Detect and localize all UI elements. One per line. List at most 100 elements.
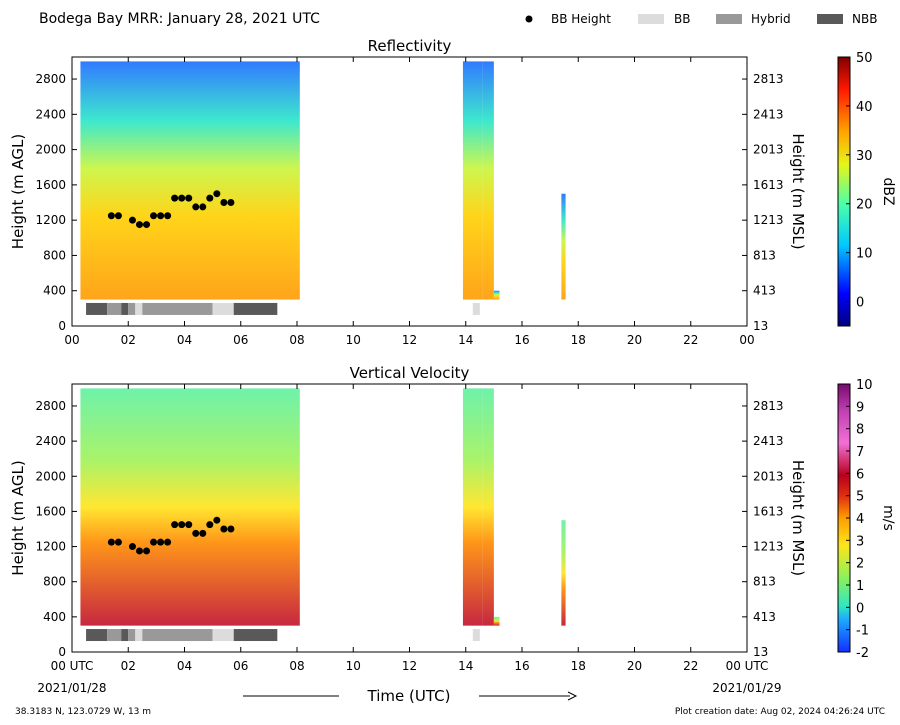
bb-class-segment [107, 302, 122, 315]
bb-height-point [143, 547, 151, 555]
bb-height-point [143, 221, 151, 229]
y-tick-label: 2800 [35, 72, 66, 86]
y-tick-label-right: 413 [753, 284, 776, 298]
bb-height-point [164, 538, 172, 546]
panel-title: Vertical Velocity [350, 364, 470, 382]
figure-title: Bodega Bay MRR: January 28, 2021 UTC [39, 11, 320, 27]
x-axis-title: Time (UTC) [367, 687, 451, 705]
legend-nbb-swatch [817, 14, 843, 24]
bb-height-point [164, 212, 172, 220]
bb-class-segment [128, 302, 136, 315]
x-tick-label: 06 [233, 659, 248, 673]
x-tick-label: 18 [571, 333, 586, 347]
bb-height-point [213, 516, 221, 524]
y-tick-label-right: 13 [753, 645, 768, 659]
bb-class-segment [142, 629, 213, 642]
legend-bb-label: BB [674, 12, 690, 26]
colorbar-tick-label: -2 [856, 646, 869, 661]
bb-class-segment [121, 629, 129, 642]
x-tick-label: 12 [402, 659, 417, 673]
bb-class-segment [107, 629, 122, 642]
colorbar-tick-label: 1 [856, 579, 864, 594]
colorbar-tick-label: 0 [856, 296, 864, 311]
colorbar-tick-label: 5 [856, 490, 864, 505]
bb-height-point [107, 538, 115, 546]
colorbar-tick-label: 20 [856, 198, 873, 213]
y-tick-label-right: 1213 [753, 213, 784, 227]
x-tick-label: 14 [458, 333, 473, 347]
colorbar-label: m/s [880, 505, 896, 531]
echo-span [561, 520, 566, 626]
colorbar-tick-label: 40 [856, 100, 873, 115]
bb-height-point [107, 212, 115, 220]
y-tick-label: 1200 [35, 213, 66, 227]
bb-height-point [192, 529, 200, 537]
y-tick-label: 1200 [35, 540, 66, 554]
y-axis-title-right: Height (m MSL) [789, 133, 807, 249]
echo-span [482, 61, 494, 300]
colorbar-tick-label: -1 [856, 624, 869, 639]
start-date-label: 2021/01/28 [37, 681, 106, 695]
y-tick-label: 0 [58, 645, 66, 659]
bb-height-point [213, 190, 221, 198]
colorbar-tick-label: 30 [856, 149, 873, 164]
y-tick-label-right: 13 [753, 319, 768, 333]
time-arrow-head [567, 691, 578, 701]
bb-height-point [199, 529, 207, 537]
header-legend: BB Height BB Hybrid NBB [525, 12, 877, 26]
bb-class-segment [212, 302, 234, 315]
bb-height-point [136, 547, 143, 555]
colorbar-tick-label: 6 [856, 467, 864, 482]
x-tick-label: 00 UTC [726, 659, 769, 673]
x-tick-label: 00 [739, 333, 754, 347]
bb-class-segment [135, 302, 143, 315]
x-tick-label: 02 [121, 659, 136, 673]
bb-class-segment [142, 302, 213, 315]
bb-class-segment [472, 302, 480, 315]
y-tick-label-right: 813 [753, 575, 776, 589]
y-tick-label-right: 2013 [753, 469, 784, 483]
bb-height-point [199, 203, 207, 211]
colorbar-tick-label: 50 [856, 51, 873, 66]
y-tick-label: 2000 [35, 143, 66, 157]
y-tick-label: 2400 [35, 107, 66, 121]
x-tick-label: 16 [514, 333, 529, 347]
colorbar [837, 56, 851, 327]
bb-height-point [171, 194, 179, 202]
x-tick-label: 08 [289, 659, 304, 673]
x-tick-label: 14 [458, 659, 473, 673]
y-tick-label-right: 413 [753, 610, 776, 624]
y-tick-label: 1600 [35, 178, 66, 192]
echo-span [561, 193, 566, 300]
y-tick-label: 1600 [35, 504, 66, 518]
x-tick-label: 10 [346, 659, 361, 673]
bb-height-point [114, 538, 122, 546]
colorbar-tick-label: 8 [856, 423, 864, 438]
y-tick-label-right: 813 [753, 248, 776, 262]
echo-span [493, 290, 500, 300]
x-tick-label: 16 [514, 659, 529, 673]
end-date-label: 2021/01/29 [712, 681, 781, 695]
creation-date-label: Plot creation date: Aug 02, 2024 04:26:2… [675, 707, 885, 717]
echo-span [462, 388, 483, 626]
x-tick-label: 02 [121, 333, 136, 347]
bb-height-point [157, 212, 165, 220]
y-tick-label-right: 1613 [753, 178, 784, 192]
bb-height-point [114, 212, 122, 220]
legend-nbb-label: NBB [852, 12, 877, 26]
legend-bb-height-marker [525, 15, 533, 23]
y-axis-title: Height (m AGL) [9, 134, 27, 249]
echo-span [462, 61, 483, 300]
bb-class-segment [121, 302, 129, 315]
y-tick-label-right: 2013 [753, 143, 784, 157]
y-tick-label: 2400 [35, 434, 66, 448]
bb-class-segment [86, 302, 108, 315]
bb-height-point [178, 521, 186, 529]
legend-hybrid-swatch [716, 14, 742, 24]
bb-height-point [178, 194, 186, 202]
x-tick-label: 04 [177, 333, 192, 347]
bb-class-segment [472, 629, 480, 642]
bb-height-point [185, 194, 193, 202]
echo-span [482, 388, 494, 626]
echo-span [493, 616, 500, 626]
